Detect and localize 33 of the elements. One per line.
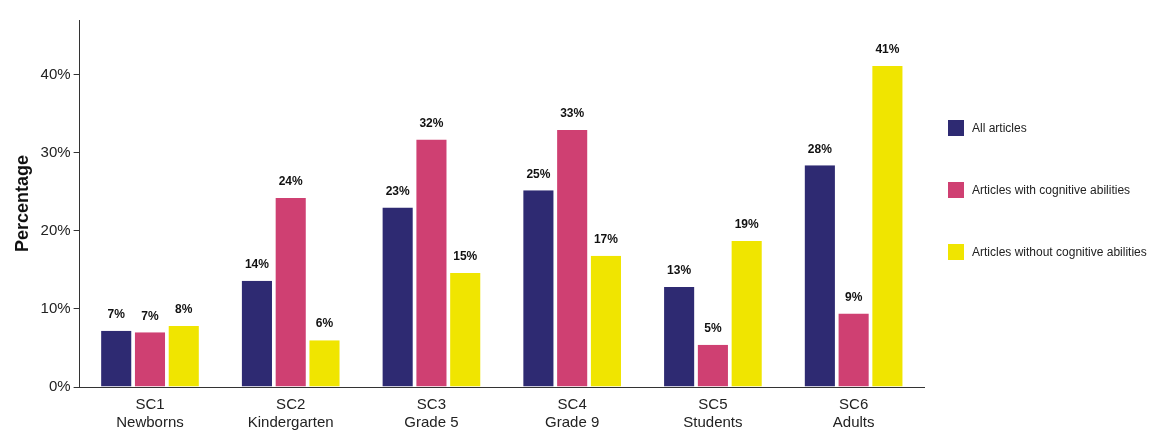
data-label: 32%	[419, 115, 444, 130]
data-label: 25%	[526, 166, 551, 181]
y-tick-label: 10%	[40, 299, 71, 317]
y-axis-title: Percentage	[11, 154, 32, 253]
data-label: 7%	[107, 307, 126, 322]
data-label: 14%	[244, 257, 270, 272]
data-label: 41%	[875, 42, 900, 57]
data-label: 13%	[667, 263, 692, 278]
x-tick-label: SC2 Kindergarten	[247, 395, 334, 431]
y-tick-label: 40%	[40, 64, 71, 82]
data-label: 17%	[593, 232, 619, 247]
x-tick-label: SC3 Grade 5	[404, 395, 459, 431]
y-tick-label: 20%	[40, 220, 71, 238]
x-tick-label: SC1 Newborns	[116, 395, 184, 431]
data-label: 28%	[807, 141, 833, 156]
data-label: 8%	[175, 302, 193, 317]
y-tick-label: 0%	[48, 377, 71, 395]
data-label: 5%	[704, 321, 722, 336]
data-label: 24%	[278, 174, 304, 189]
x-tick-label: SC6 Adults	[832, 395, 875, 431]
data-label: 9%	[844, 289, 863, 304]
legend-label: Articles without cognitive abilities	[972, 244, 1147, 259]
data-label: 7%	[141, 308, 159, 323]
data-label: 23%	[385, 183, 410, 198]
data-label: 33%	[560, 106, 585, 121]
legend-label: All articles	[972, 120, 1027, 135]
x-tick-label: SC4 Grade 9	[545, 395, 600, 431]
data-label: 15%	[453, 249, 478, 264]
data-label: 19%	[734, 217, 760, 232]
x-tick-label: SC5 Students	[683, 395, 743, 431]
data-label: 6%	[315, 316, 334, 331]
legend-label: Articles with cognitive abilities	[972, 182, 1131, 197]
y-tick-label: 30%	[40, 142, 71, 160]
